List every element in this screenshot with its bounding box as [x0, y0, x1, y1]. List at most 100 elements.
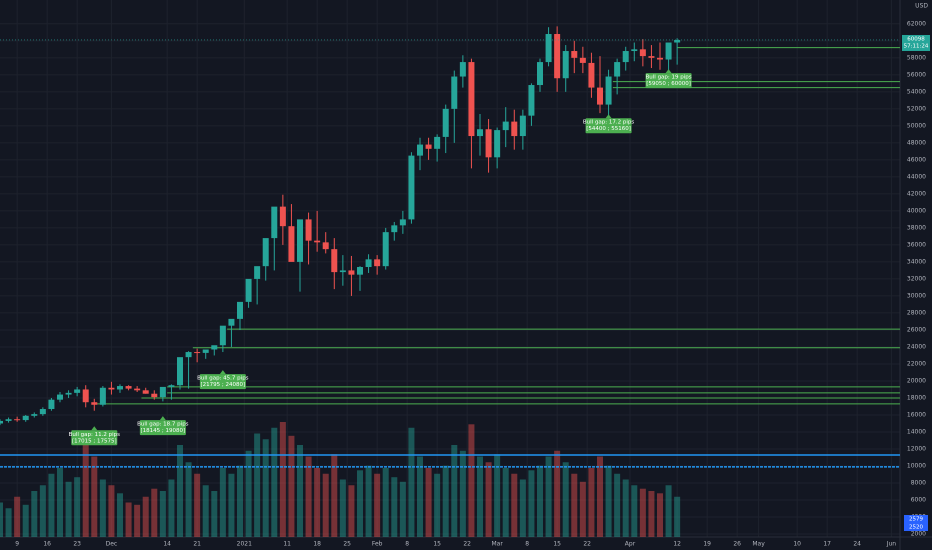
candle-body [477, 129, 483, 137]
y-tick-label: 6000 [911, 497, 926, 504]
volume-bar [279, 422, 286, 537]
candle-body [297, 219, 303, 262]
y-tick-label: 50000 [907, 122, 926, 129]
candle-body [22, 415, 29, 421]
candle-body [39, 409, 46, 415]
candle-body [185, 352, 192, 358]
x-tick-label: 22 [583, 541, 591, 548]
volume-bar [82, 439, 89, 537]
volume-bar [399, 481, 406, 537]
volume-bar [477, 456, 483, 537]
volume-bar [134, 504, 141, 537]
candle-body [459, 62, 466, 77]
candle-body [134, 388, 141, 391]
annotation-text: Bull gap: 11.2 pips [69, 432, 121, 438]
volume-bar [271, 427, 278, 537]
y-tick-label: 62000 [907, 20, 926, 27]
annotation-pointer [665, 69, 672, 74]
x-tick-label: 8 [405, 541, 409, 548]
candle-body [357, 267, 363, 275]
annotation-text: [54400 ; 55160] [586, 126, 631, 132]
volume-bar [14, 496, 21, 537]
y-tick-label: 32000 [907, 275, 926, 282]
volume-bar [562, 462, 569, 537]
annotation-box [585, 118, 632, 134]
annotation-pointer [605, 114, 612, 119]
volume-bar [5, 508, 12, 537]
volume-bar [177, 445, 183, 537]
annotation-text: Bull gap: 18.7 pips [137, 422, 189, 428]
candle-body [571, 51, 578, 58]
candle-body [494, 130, 501, 158]
volume-bar [348, 485, 355, 537]
annotation-pointer [91, 426, 98, 431]
volume-bar [408, 427, 415, 537]
volume-bar [314, 468, 321, 537]
candle-body [399, 219, 406, 226]
annotation-text: [21795 ; 24080] [201, 382, 246, 388]
volume-bar [382, 468, 389, 537]
volume-label: 2579 [909, 517, 923, 523]
annotation-box [139, 420, 186, 436]
candle-body [271, 206, 278, 239]
volume-bar [219, 468, 226, 537]
candle-body [339, 270, 346, 273]
candle-body [434, 136, 441, 149]
volume-bar [108, 485, 115, 537]
x-tick-label: 15 [553, 541, 561, 548]
candle-body [502, 121, 509, 131]
candle-body [374, 259, 381, 267]
volume-bar [434, 473, 441, 537]
candle-body [5, 419, 12, 421]
volume-bar [528, 470, 535, 537]
candle-body [442, 108, 449, 137]
candle-body [485, 129, 492, 158]
volume-label-box [904, 515, 928, 523]
volume-bar [554, 450, 561, 537]
candle-body [622, 51, 629, 63]
candle-body [554, 34, 561, 79]
x-tick-label: 21 [193, 541, 201, 548]
volume-bar [519, 479, 526, 537]
candle-body [305, 219, 312, 241]
x-tick-label: 14 [163, 541, 171, 548]
candle-body [125, 386, 132, 389]
candle-body [597, 87, 603, 105]
annotation-text: Bull gap: 17.2 pips [583, 120, 635, 126]
candle-body [451, 76, 458, 109]
annotation-text: [59050 ; 60000] [646, 81, 691, 87]
volume-bar [442, 465, 449, 537]
volume-bar [648, 491, 655, 537]
volume-label-box [904, 523, 928, 531]
volume-bar [99, 479, 106, 537]
candle-body [348, 270, 355, 275]
x-tick-label: 8 [525, 541, 529, 548]
candle-body [228, 318, 235, 326]
x-tick-label: Mar [491, 541, 503, 548]
candle-body [82, 389, 89, 403]
volume-bar [48, 473, 55, 537]
volume-bar [151, 488, 158, 537]
candle-body [537, 62, 543, 86]
volume-bar [417, 456, 423, 537]
x-tick-label: 12 [673, 541, 681, 548]
candle-body [99, 387, 106, 405]
candle-body [674, 39, 681, 43]
x-tick-label: 18 [313, 541, 321, 548]
volume-bar [125, 502, 132, 537]
volume-bar [339, 479, 346, 537]
candle-body [288, 226, 295, 262]
candle-body [657, 57, 663, 60]
volume-bar [228, 473, 235, 537]
annotation-pointer [219, 370, 226, 375]
x-tick-label: 17 [823, 541, 831, 548]
candle-body [528, 85, 535, 116]
candle-body [57, 394, 63, 400]
volume-bar [579, 481, 586, 537]
candle-body [177, 357, 183, 386]
annotation-text: [18145 ; 19080] [141, 428, 186, 434]
volume-bar [297, 445, 303, 537]
y-tick-label: 26000 [907, 326, 926, 333]
x-tick-label: 24 [853, 541, 861, 548]
candle-body [588, 62, 595, 88]
